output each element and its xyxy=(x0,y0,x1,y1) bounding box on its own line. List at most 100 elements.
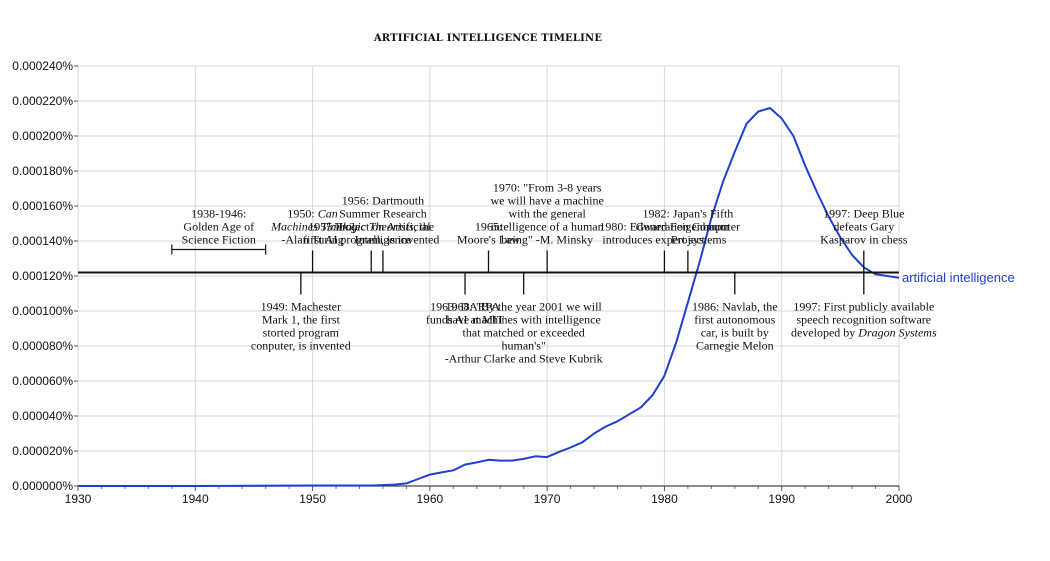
y-tick-label: 0.000120% xyxy=(12,269,73,283)
y-axis: 0.000000% 0.000020% 0.000040% 0.000060% 0.00… xyxy=(12,59,78,493)
event-label: 1997: First publicly available speech rec… xyxy=(791,300,937,340)
event-label-segment: Moore's Law xyxy=(457,233,520,247)
event-label-segment: 1965: xyxy=(475,220,502,234)
y-tick-label: 0.000240% xyxy=(12,59,73,73)
timeline-event: 1970: "From 3-8 years we will have a mach… xyxy=(490,181,604,273)
event-label-segment: Project on Artificial xyxy=(335,220,431,234)
event-label-segment: first AI program, is invented xyxy=(303,233,439,247)
event-label-segment: 1997: Deep Blue xyxy=(823,207,904,221)
timeline-event: 1949: Machester Mark 1, the first storted … xyxy=(251,272,351,353)
event-label-segment: speech recognition software xyxy=(797,313,932,327)
x-tick-label: 1930 xyxy=(65,492,92,506)
x-tick-label: 1960 xyxy=(417,492,444,506)
event-label-segment: introduces expert systems xyxy=(602,233,726,247)
timeline-event: 1955: Logic Theorists, the first AI progr… xyxy=(303,220,439,273)
event-label-segment: Logic Theorists xyxy=(338,220,414,234)
event-label-segment: Machines Think? xyxy=(270,220,354,234)
timeline-event: 1950: Can Machines Think? -Alan Turing xyxy=(270,207,354,273)
event-label-segment: Dragon Systems xyxy=(857,326,937,340)
event-label-segment: have machines with intelligence xyxy=(447,313,601,327)
event-label-segment: storted program xyxy=(263,326,340,340)
event-label-segment: Can xyxy=(318,207,338,221)
x-tick-label: 1970 xyxy=(534,492,561,506)
event-label-segment: 1956: Dartmouth xyxy=(342,194,424,208)
event-label: 1968: "By the year 2001 we will have mach… xyxy=(445,300,603,366)
event-label-segment: that matched or exceeded xyxy=(463,326,585,340)
y-tick-label: 0.000100% xyxy=(12,304,73,318)
event-label-segment: -Arthur Clarke and Steve Kubrik xyxy=(445,352,603,366)
event-label-segment: with the general xyxy=(508,207,586,221)
x-tick-label: 1950 xyxy=(299,492,326,506)
event-label-segment: Carnegie Melon xyxy=(696,339,774,353)
timeline-event: 1997: First publicly available speech rec… xyxy=(791,272,937,340)
y-tick-label: 0.000000% xyxy=(12,479,73,493)
event-label: 1950: Can Machines Think? -Alan Turing xyxy=(270,207,354,247)
event-label: 1965: Moore's Law xyxy=(457,220,520,247)
event-label: 1955: Logic Theorists, the first AI progr… xyxy=(303,220,439,247)
event-label-segment: Golden Age of xyxy=(183,220,254,234)
x-tick-label: 2000 xyxy=(886,492,913,506)
x-axis: 1930 1940 1950 1960 1970 1980 1990 2000 xyxy=(65,485,913,506)
event-label: 1963: DARPA funds AI at MIT xyxy=(426,300,505,327)
grid xyxy=(77,65,900,487)
event-label-segment: Intelligence xyxy=(355,233,412,247)
timeline-event: 1965: Moore's Law xyxy=(457,220,520,273)
y-tick-label: 0.000080% xyxy=(12,339,73,353)
event-label-segment: 1970: "From 3-8 years xyxy=(493,181,602,195)
x-tick-label: 1940 xyxy=(182,492,209,506)
x-tick-label: 1980 xyxy=(651,492,678,506)
event-label-segment: , the xyxy=(414,220,435,234)
event-label-segment: 1997: First publicly available xyxy=(793,300,934,314)
event-label-segment: defeats Gary xyxy=(833,220,894,234)
event-label-segment: human's" xyxy=(501,339,545,353)
event-label-segment: intelligence of a human xyxy=(491,220,604,234)
timeline-event: 1956: Dartmouth Summer Research Project on… xyxy=(335,194,431,273)
event-label-segment: Summer Research xyxy=(339,207,427,221)
series-layer: artificial intelligence xyxy=(78,107,1015,487)
x-tick-label: 1990 xyxy=(768,492,795,506)
series-label: artificial intelligence xyxy=(902,270,1015,285)
event-label-segment: funds AI at MIT xyxy=(426,313,505,327)
event-label-segment: 1968: "By the year 2001 we will xyxy=(446,300,603,314)
timeline-event: 1997: Deep Blue defeats Gary Kasparov in c… xyxy=(820,207,908,273)
y-tick-label: 0.000140% xyxy=(12,234,73,248)
event-label-segment: 1950: xyxy=(287,207,317,221)
event-label-segment: 1938-1946: xyxy=(191,207,246,221)
event-label-segment: -Alan Turing xyxy=(281,233,343,247)
event-label: 1986: Navlab, the first autonomous car, is… xyxy=(692,300,778,353)
event-label-segment: 1986: Navlab, the xyxy=(692,300,778,314)
event-label: 1956: Dartmouth Summer Research Project on… xyxy=(335,194,431,247)
event-label-segment: 1955: xyxy=(308,220,338,234)
y-tick-label: 0.000060% xyxy=(12,374,73,388)
timeline-event: 1980: Edward Feigenbaum introduces expert… xyxy=(599,220,730,273)
y-tick-label: 0.000220% xyxy=(12,94,73,108)
event-label: 1949: Machester Mark 1, the first storted … xyxy=(251,300,351,353)
event-label-segment: being" -M. Minsky xyxy=(501,233,593,247)
event-label: 1938-1946: Golden Age of Science Fiction xyxy=(182,207,256,247)
event-label-segment: Generation Computer xyxy=(636,220,740,234)
event-label-segment: Science Fiction xyxy=(182,233,256,247)
event-label: 1982: Japan's Fifth Generation Computer Pr… xyxy=(636,207,740,247)
timeline-event: 1968: "By the year 2001 we will have mach… xyxy=(445,272,603,366)
event-label: 1970: "From 3-8 years we will have a mach… xyxy=(490,181,603,247)
event-label-segment: Mark 1, the first xyxy=(262,313,341,327)
event-label-segment: car, is built by xyxy=(701,326,769,340)
event-label-segment: conputer, is invented xyxy=(251,339,351,353)
series-line xyxy=(78,107,900,487)
event-label-segment: 1949: Machester xyxy=(261,300,341,314)
y-tick-label: 0.000180% xyxy=(12,164,73,178)
event-label-segment: 1982: Japan's Fifth xyxy=(642,207,733,221)
y-tick-label: 0.000040% xyxy=(12,409,73,423)
event-label: 1980: Edward Feigenbaum introduces expert… xyxy=(599,220,730,247)
event-label: 1997: Deep Blue defeats Gary Kasparov in c… xyxy=(820,207,908,247)
event-label-segment: we will have a machine xyxy=(490,194,603,208)
timeline-event: 1938-1946: Golden Age of Science Fiction xyxy=(171,207,267,255)
event-label-segment: Project xyxy=(671,233,706,247)
event-label-segment: Kasparov in chess xyxy=(820,233,908,247)
timeline-event: 1982: Japan's Fifth Generation Computer Pr… xyxy=(636,207,740,273)
y-tick-label: 0.000020% xyxy=(12,444,73,458)
chart-title: ARTIFICIAL INTELLIGENCE TIMELINE xyxy=(373,33,603,44)
event-label-segment: developed by xyxy=(791,326,858,340)
event-label-segment: 1980: Edward Feigenbaum xyxy=(599,220,730,234)
